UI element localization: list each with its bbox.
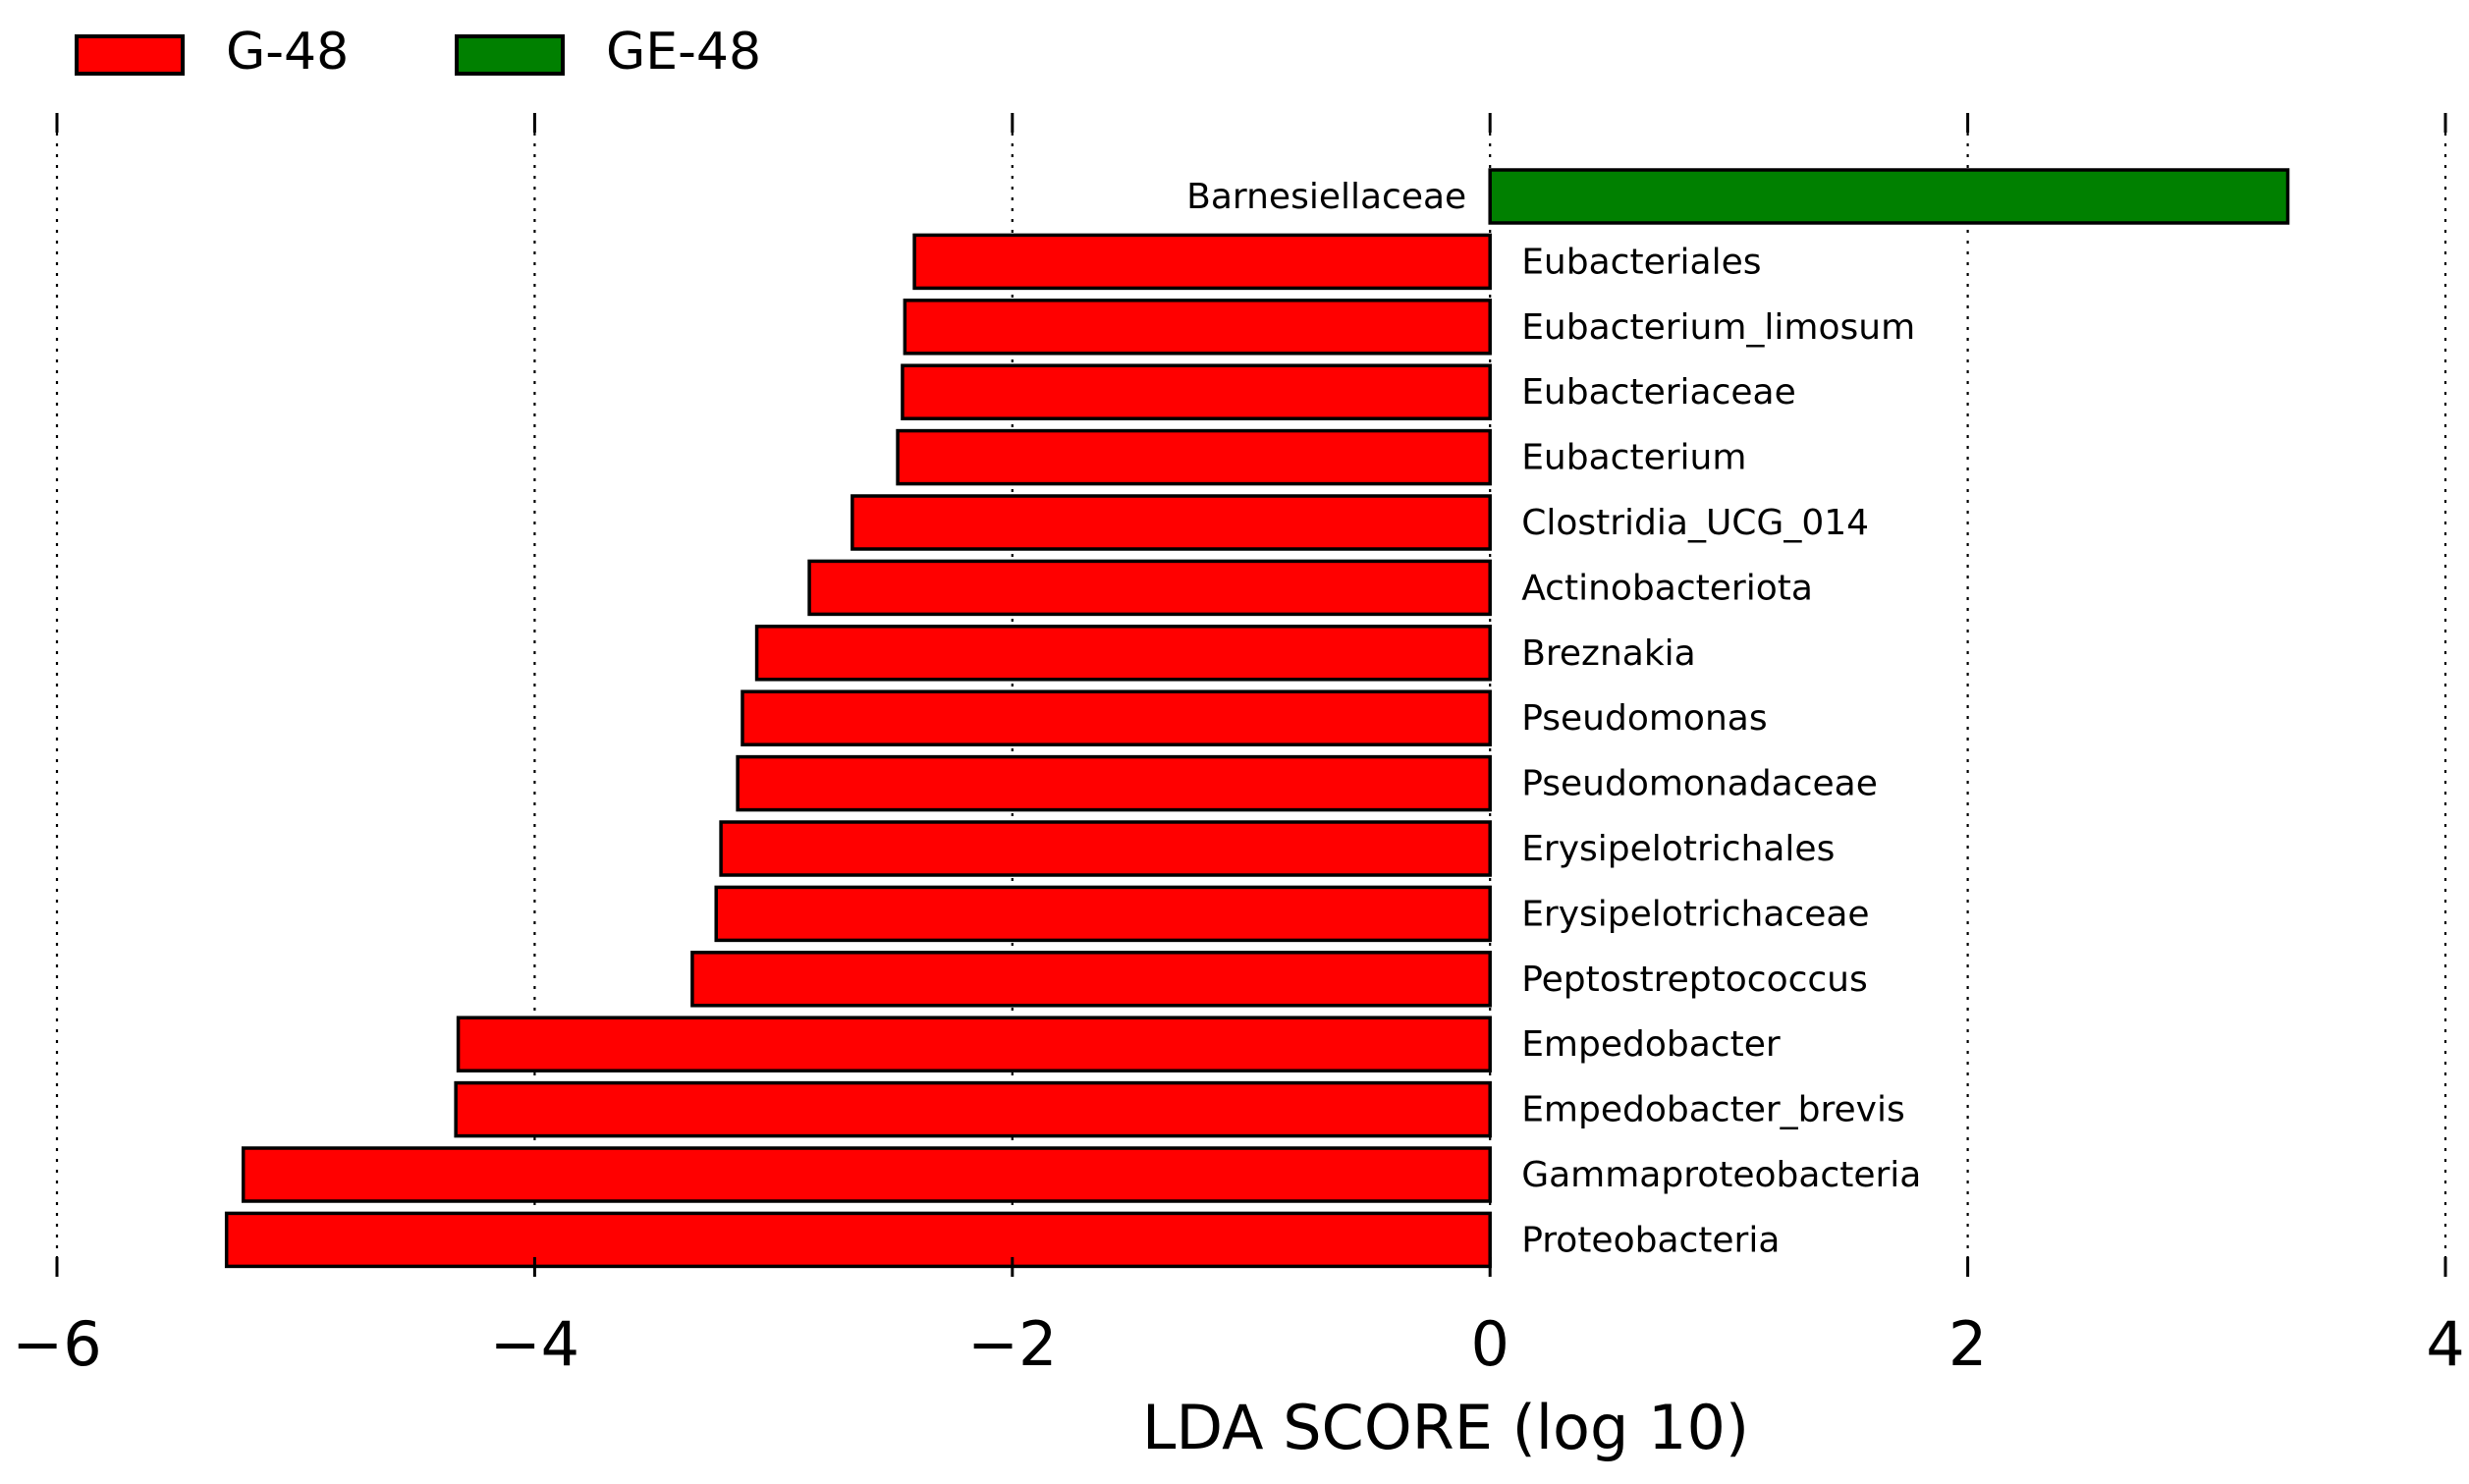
- bar-label: Erysipelotrichaceae: [1521, 894, 1869, 934]
- bar-pseudomonas: [741, 689, 1492, 746]
- bar-label: Peptostreptococcus: [1521, 960, 1868, 1000]
- bar-label: Proteobacteria: [1521, 1220, 1780, 1260]
- bar-label: Barnesiellaceae: [1186, 177, 1466, 217]
- x-tick-label: 0: [1470, 1308, 1509, 1380]
- bar-label: Breznakia: [1521, 633, 1696, 674]
- bar-erysipelotrichales: [719, 820, 1492, 877]
- bar-empedobacter-brevis: [454, 1080, 1492, 1138]
- bar-label: Clostridia_UCG_014: [1521, 503, 1869, 543]
- bar-empedobacter: [456, 1016, 1492, 1072]
- bar-label: Empedobacter_brevis: [1521, 1090, 1905, 1130]
- bar-label: Eubacterium_limosum: [1521, 307, 1915, 348]
- bar-label: Eubacteriaceae: [1521, 372, 1796, 412]
- legend-label-ge-48: GE-48: [606, 23, 761, 82]
- x-tick-label: −2: [967, 1308, 1057, 1380]
- legend: G-48 GE-48: [75, 23, 761, 82]
- bars: Barnesiellaceae Eubacteriales Eubacterium_…: [224, 168, 2290, 1269]
- bar-label: Eubacterium: [1521, 438, 1746, 478]
- bar-eubacterium-limosum: [903, 299, 1492, 356]
- bar-label: Gammaproteobacteria: [1521, 1155, 1921, 1195]
- bar-label: Erysipelotrichales: [1521, 829, 1835, 869]
- bar-barnesiellaceae: [1488, 168, 2290, 225]
- legend-label-g-48: G-48: [226, 23, 349, 82]
- bar-eubacteriaceae: [901, 363, 1492, 420]
- bar-eubacterium: [896, 428, 1492, 486]
- bar-eubacteriales: [912, 233, 1492, 291]
- x-tick-label: 2: [1948, 1308, 1987, 1380]
- legend-swatch-g-48: [75, 34, 185, 76]
- bar-proteobacteria: [224, 1211, 1492, 1269]
- bar-label: Actinobacteriota: [1521, 568, 1813, 608]
- bar-gammaproteobacteria: [241, 1146, 1492, 1203]
- x-axis-label: LDA SCORE (log 10): [1142, 1392, 1749, 1463]
- bar-clostridia-ucg-014: [850, 494, 1492, 551]
- bar-actinobacteriota: [807, 559, 1492, 617]
- bar-erysipelotrichaceae: [714, 885, 1492, 943]
- x-axis: −6 −4 −2 0 2 4: [12, 113, 2465, 1380]
- bar-breznakia: [754, 625, 1492, 682]
- x-tick-label: −4: [490, 1308, 579, 1380]
- bar-label: Pseudomonas: [1521, 698, 1767, 739]
- legend-swatch-ge-48: [455, 34, 565, 76]
- bar-label: Empedobacter: [1521, 1024, 1781, 1065]
- x-tick-label: 4: [2426, 1308, 2464, 1380]
- bar-label: Pseudomonadaceae: [1521, 764, 1878, 804]
- bar-peptostreptococcus: [690, 951, 1492, 1008]
- x-tick-label: −6: [12, 1308, 101, 1380]
- bar-label: Eubacteriales: [1521, 242, 1761, 282]
- bar-pseudomonadaceae: [736, 754, 1492, 812]
